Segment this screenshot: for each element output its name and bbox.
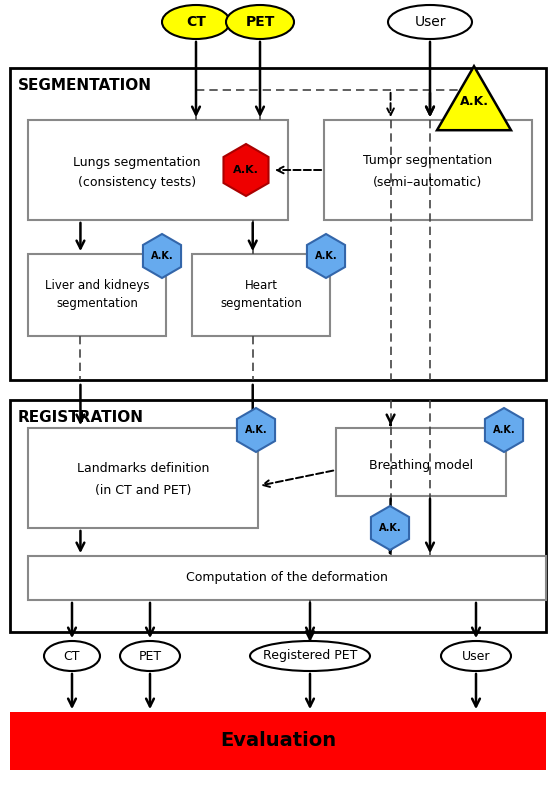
Text: CT: CT xyxy=(186,15,206,29)
Text: A.K.: A.K. xyxy=(493,425,515,435)
Text: PET: PET xyxy=(246,15,275,29)
Text: Heart: Heart xyxy=(244,279,277,292)
Ellipse shape xyxy=(388,5,472,39)
Text: User: User xyxy=(462,650,490,662)
Text: Computation of the deformation: Computation of the deformation xyxy=(186,571,388,584)
FancyBboxPatch shape xyxy=(10,712,546,770)
FancyBboxPatch shape xyxy=(192,254,330,336)
Text: Registered PET: Registered PET xyxy=(263,650,357,662)
Text: A.K.: A.K. xyxy=(315,251,338,261)
Text: Tumor segmentation: Tumor segmentation xyxy=(363,154,493,167)
Text: Breathing model: Breathing model xyxy=(369,459,473,472)
Text: REGISTRATION: REGISTRATION xyxy=(18,410,144,425)
Ellipse shape xyxy=(44,641,100,671)
FancyBboxPatch shape xyxy=(336,428,506,496)
Ellipse shape xyxy=(441,641,511,671)
Polygon shape xyxy=(143,234,181,278)
FancyBboxPatch shape xyxy=(10,400,546,632)
Text: Liver and kidneys: Liver and kidneys xyxy=(45,279,149,292)
Ellipse shape xyxy=(162,5,230,39)
Polygon shape xyxy=(485,408,523,452)
Text: A.K.: A.K. xyxy=(459,95,488,108)
Text: A.K.: A.K. xyxy=(151,251,174,261)
Text: A.K.: A.K. xyxy=(245,425,267,435)
Text: Evaluation: Evaluation xyxy=(220,732,336,751)
Text: (in CT and PET): (in CT and PET) xyxy=(95,484,191,497)
Text: Landmarks definition: Landmarks definition xyxy=(77,461,209,474)
Polygon shape xyxy=(437,66,511,130)
Text: segmentation: segmentation xyxy=(56,296,138,310)
FancyBboxPatch shape xyxy=(28,556,546,600)
Polygon shape xyxy=(224,144,268,196)
FancyBboxPatch shape xyxy=(28,120,288,220)
FancyBboxPatch shape xyxy=(324,120,532,220)
Text: Lungs segmentation: Lungs segmentation xyxy=(74,155,201,168)
Ellipse shape xyxy=(120,641,180,671)
Polygon shape xyxy=(371,506,409,550)
Text: CT: CT xyxy=(64,650,80,662)
Text: SEGMENTATION: SEGMENTATION xyxy=(18,78,152,93)
Ellipse shape xyxy=(226,5,294,39)
Polygon shape xyxy=(307,234,345,278)
Text: (semi–automatic): (semi–automatic) xyxy=(373,175,483,189)
Text: segmentation: segmentation xyxy=(220,296,302,310)
Text: User: User xyxy=(414,15,446,29)
FancyBboxPatch shape xyxy=(28,254,166,336)
Text: (consistency tests): (consistency tests) xyxy=(78,175,196,189)
Polygon shape xyxy=(237,408,275,452)
Text: A.K.: A.K. xyxy=(233,165,259,175)
Text: PET: PET xyxy=(138,650,162,662)
Text: A.K.: A.K. xyxy=(379,523,401,533)
FancyBboxPatch shape xyxy=(10,68,546,380)
Ellipse shape xyxy=(250,641,370,671)
FancyBboxPatch shape xyxy=(28,428,258,528)
